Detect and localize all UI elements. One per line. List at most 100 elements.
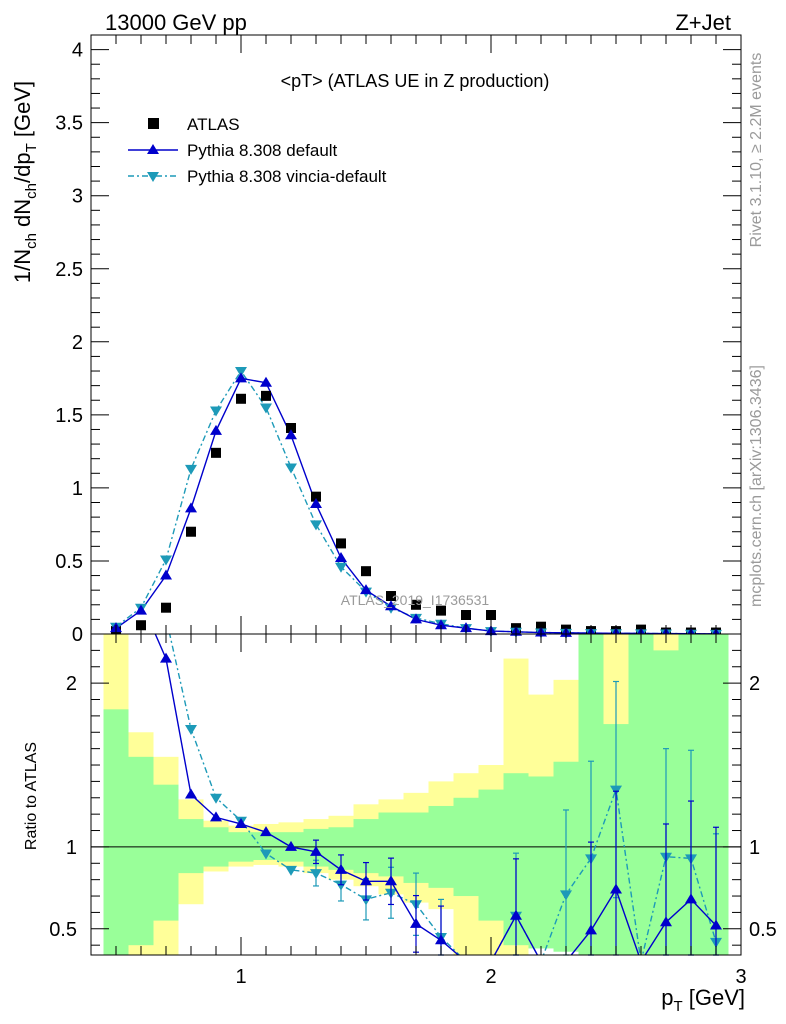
band-inner-bin — [403, 812, 429, 883]
default-point — [335, 552, 347, 563]
band-inner-bin — [103, 709, 129, 955]
legend-label: ATLAS — [187, 115, 240, 134]
ratio-y-tick-label-right: 0.5 — [749, 919, 777, 941]
default-ratio-point — [610, 883, 622, 894]
main-y-tick-label: 1.5 — [55, 405, 83, 427]
default-ratio-point — [260, 826, 272, 837]
atlas-data-point — [461, 610, 471, 621]
default-point — [160, 569, 172, 580]
default-ratio-point — [510, 909, 522, 920]
atlas-data-point — [411, 599, 421, 610]
default-point — [310, 497, 322, 508]
main-y-tick-label: 3 — [72, 186, 83, 208]
default-point — [210, 424, 222, 435]
vincia-point — [335, 562, 347, 573]
default-point — [260, 376, 272, 387]
default-ratio-point — [235, 817, 247, 828]
default-point — [235, 372, 247, 383]
atlas-data-point — [361, 566, 371, 577]
ratio-panel: 0.5 0.5 1 1 2 2 1 2 3 Ratio to ATLAS pT [GeV] — [23, 633, 777, 1015]
x-tick-label: 1 — [235, 966, 246, 988]
vincia-ratio-point — [560, 890, 572, 901]
legend-marker-default — [147, 144, 159, 154]
atlas-data-point — [486, 610, 496, 621]
vincia-point — [285, 463, 297, 474]
x-tick-label: 2 — [485, 966, 496, 988]
vincia-ratio-point — [285, 865, 297, 876]
atlas-data-point — [236, 393, 246, 404]
ratio-y-tick-label: 0.5 — [49, 919, 77, 941]
main-y-tick-label: 3.5 — [55, 113, 83, 135]
band-inner-bin — [128, 756, 154, 946]
main-y-tick-label: 0.5 — [55, 551, 83, 573]
vincia-point — [310, 520, 322, 531]
default-ratio-point — [285, 840, 297, 851]
main-y-tick-label: 2.5 — [55, 259, 83, 281]
default-point — [360, 584, 372, 595]
legend-label: Pythia 8.308 vincia-default — [187, 167, 387, 186]
default-ratio-point — [685, 893, 697, 904]
ratio-y-tick-label-right: 1 — [749, 837, 760, 859]
header-left: 13000 GeV pp — [105, 10, 247, 35]
default-ratio-point — [160, 652, 172, 663]
default-ratio-point — [335, 863, 347, 874]
ratio-y-axis-label: Ratio to ATLAS — [23, 742, 40, 850]
default-point — [135, 604, 147, 615]
vincia-ratio-point — [335, 880, 347, 891]
default-ratio-point — [210, 811, 222, 822]
rivet-info: Rivet 3.1.10, ≥ 2.2M events — [748, 53, 765, 248]
vincia-ratio-point — [185, 724, 197, 735]
atlas-data-point — [211, 447, 221, 458]
ratio-y-tick-label: 1 — [66, 837, 77, 859]
x-axis-label: pT [GeV] — [661, 985, 745, 1015]
vincia-ratio-point — [260, 849, 272, 860]
atlas-data-point — [386, 591, 396, 602]
plot-title: <pT> (ATLAS UE in Z production) — [281, 71, 550, 91]
default-ratio-point — [410, 917, 422, 928]
ratio-y-tick-label-right: 2 — [749, 673, 760, 695]
header-right: Z+Jet — [675, 10, 731, 35]
mcplots-info: mcplots.cern.ch [arXiv:1306.3436] — [748, 365, 765, 607]
analysis-watermark: ATLAS_2019_I1736531 — [341, 592, 490, 608]
default-ratio-point — [360, 875, 372, 886]
main-y-tick-label: 2 — [72, 332, 83, 354]
main-axes: 0 0.5 1 1.5 2 2.5 3 3.5 4 — [55, 34, 742, 646]
default-ratio-point — [710, 919, 722, 930]
main-y-axis-label: 1/Nch dNch/dpT [GeV] — [10, 81, 40, 283]
vincia-point — [210, 406, 222, 417]
vincia-ratio-point — [310, 869, 322, 880]
vincia-point — [235, 367, 247, 378]
x-tick-label: 3 — [735, 966, 746, 988]
band-inner-bin — [478, 789, 504, 921]
band-inner-bin — [153, 784, 179, 921]
default-ratio-line — [154, 634, 717, 955]
legend-marker-atlas — [148, 118, 159, 129]
vincia-ratio-point — [210, 793, 222, 804]
legend-marker-vincia — [147, 172, 159, 182]
vincia-point — [185, 464, 197, 475]
default-ratio-point — [585, 924, 597, 935]
default-ratio-point — [185, 788, 197, 799]
atlas-data-point — [186, 526, 196, 537]
atlas-data-point — [286, 423, 296, 434]
main-y-tick-label: 1 — [72, 478, 83, 500]
atlas-data-point — [336, 538, 346, 549]
atlas-data-point — [436, 605, 446, 616]
atlas-data-point — [311, 491, 321, 502]
default-ratio-point — [385, 875, 397, 886]
legend-label: Pythia 8.308 default — [187, 141, 338, 160]
vincia-ratio-point — [610, 785, 622, 796]
default-point — [385, 600, 397, 611]
vincia-point — [260, 403, 272, 414]
default-point — [435, 619, 447, 630]
atlas-data-point — [261, 390, 271, 401]
main-y-tick-label: 4 — [72, 40, 83, 62]
default-point — [410, 613, 422, 624]
atlas-data-point — [161, 602, 171, 613]
band-inner-bin — [178, 819, 204, 874]
ratio-axes: 0.5 0.5 1 1 2 2 1 2 3 — [49, 633, 777, 988]
legend: ATLAS Pythia 8.308 default Pythia 8.308 vi… — [128, 115, 387, 186]
main-panel: <pT> (ATLAS UE in Z production) ATLAS_20… — [10, 34, 742, 646]
vincia-point — [160, 555, 172, 566]
